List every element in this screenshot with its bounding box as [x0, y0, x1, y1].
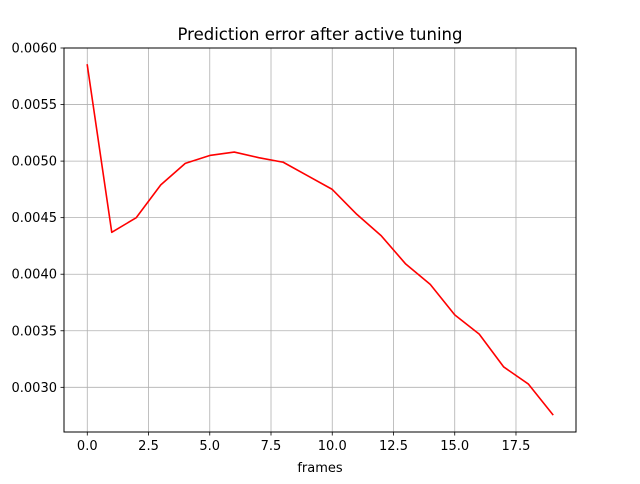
x-tick-label: 15.0 [440, 439, 469, 454]
x-tick-label: 5.0 [199, 439, 220, 454]
x-tick-label: 10.0 [318, 439, 347, 454]
y-tick-label: 0.0035 [12, 324, 58, 339]
x-tick-label: 2.5 [138, 439, 159, 454]
y-tick-label: 0.0060 [12, 42, 58, 57]
x-tick-label: 12.5 [379, 439, 408, 454]
x-tick-label: 7.5 [261, 439, 282, 454]
y-tick-label: 0.0040 [12, 268, 58, 283]
y-tick-label: 0.0055 [12, 98, 58, 113]
y-tick-label: 0.0045 [12, 211, 58, 226]
plot-frame [63, 47, 577, 433]
y-tick-label: 0.0050 [12, 155, 58, 170]
x-tick-label: 17.5 [502, 439, 531, 454]
prediction-error-series-line [86, 64, 554, 416]
chart-title: Prediction error after active tuning [178, 25, 463, 44]
grid [64, 47, 576, 432]
x-axis: 0.0 2.5 5.0 7.5 10.0 12.5 15.0 17.5 [77, 432, 531, 454]
x-axis-label: frames [297, 461, 343, 476]
y-axis: 0.0030 0.0035 0.0040 0.0045 0.0050 0.0055 0.00… [12, 42, 64, 396]
series-layer [86, 64, 554, 416]
x-tick-label: 0.0 [77, 439, 98, 454]
y-tick-label: 0.0030 [12, 381, 58, 396]
